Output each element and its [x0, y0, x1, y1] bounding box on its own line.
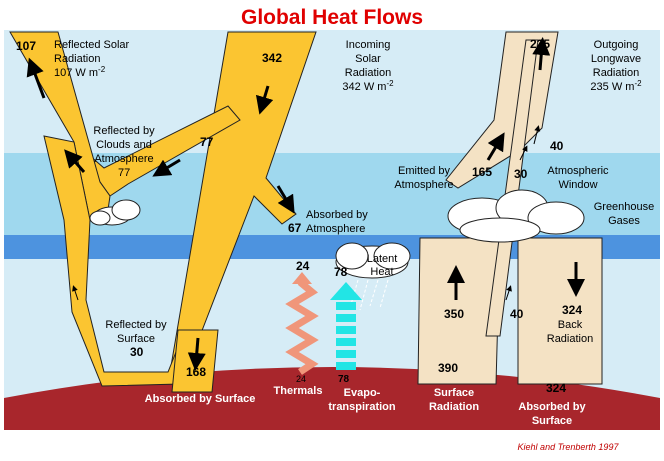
reflected-surface-band: [43, 135, 181, 387]
reflected-surface-label-line2: Surface: [117, 333, 155, 345]
value-342: 342: [262, 51, 282, 65]
cloud-latent-heat: [335, 242, 411, 279]
evapotranspiration-label-line1: Evapo-: [344, 387, 381, 399]
reflected-clouds-label-line3: Atmosphere: [94, 153, 153, 165]
back-radiation-band: [517, 237, 603, 385]
back-radiation-label-line1: Back: [558, 319, 583, 331]
thin-arrows: [72, 125, 541, 301]
arrow-reflected-clouds-b: [64, 149, 86, 173]
surface-radiation-label-line1: Surface: [434, 387, 474, 399]
outgoing-longwave-value-line: 235 W m-2: [590, 79, 642, 93]
reflected-surface-label-line1: Reflected by: [105, 319, 167, 331]
cloud-right: [447, 189, 585, 243]
credit-text: Kiehl and Trenberth 1997: [518, 442, 620, 452]
value-78-bottom: 78: [338, 374, 350, 385]
value-350: 350: [444, 307, 464, 321]
incoming-solar-label-line3: Radiation: [345, 67, 391, 79]
arrow-emitted-atmosphere: [486, 132, 505, 161]
value-77-band: 77: [200, 135, 214, 149]
surface-radiation-label-line2: Radiation: [429, 401, 479, 413]
arrow-reflected-solar: [26, 57, 46, 99]
flow-arrows: [26, 37, 585, 371]
absorbed-surface-right-label-line1: Absorbed by: [518, 401, 586, 413]
arrow-reflected-surface: [72, 285, 79, 301]
atmospheric-window-label-line2: Window: [558, 179, 597, 191]
back-radiation-label-line2: Radiation: [547, 333, 593, 345]
outgoing-longwave-label-line1: Outgoing: [594, 39, 639, 51]
latent-heat-label-line1: Latent: [367, 253, 398, 265]
emitted-atmosphere-label-line2: Atmosphere: [394, 179, 453, 191]
reflected-clouds-label-line2: Clouds and: [96, 139, 152, 151]
longwave-flows: [417, 31, 603, 385]
atmospheric-window-label-line1: Atmospheric: [547, 165, 609, 177]
value-165: 165: [472, 165, 492, 179]
arrow-incoming-solar: [255, 85, 274, 115]
arrow-window-lower: [505, 285, 512, 301]
thermals-arrowhead: [292, 272, 312, 284]
absorbed-atmosphere-label-line2: Atmosphere: [306, 223, 365, 235]
thermals-arrow: [285, 279, 319, 375]
evapotranspiration-arrow: [330, 282, 362, 370]
value-390: 390: [438, 361, 458, 375]
outgoing-longwave-label-line3: Radiation: [593, 67, 639, 79]
emitted-atmosphere-label-line1: Emitted by: [398, 165, 450, 177]
evapotranspiration-label-line2: transpiration: [328, 401, 396, 413]
value-324-surface: 324: [546, 381, 566, 395]
reflected-solar-label-line2: Radiation: [54, 53, 100, 65]
value-324-back: 324: [562, 303, 582, 317]
thermals-label: Thermals: [274, 385, 323, 397]
arrow-absorbed-atmosphere: [276, 185, 295, 214]
incoming-solar-value-line: 342 W m-2: [342, 79, 394, 93]
value-24-bottom: 24: [296, 374, 306, 384]
reflected-solar-label-line1: Reflected Solar: [54, 39, 130, 51]
reflected-solar-value-line: 107 W m-2: [54, 65, 106, 79]
incoming-solar-label-line1: Incoming: [346, 39, 391, 51]
value-77-label: 77: [118, 167, 130, 179]
solar-flows: [9, 31, 317, 393]
latent-heat-label-line2: Heat: [370, 266, 393, 278]
value-107: 107: [16, 39, 36, 53]
value-67: 67: [288, 221, 302, 235]
cloud-left: [89, 199, 141, 226]
page-title: Global Heat Flows: [241, 6, 423, 29]
arrow-window-30: [519, 145, 528, 161]
absorbed-surface-right-label-line2: Surface: [532, 415, 572, 427]
incoming-solar-label-line2: Solar: [355, 53, 381, 65]
value-168: 168: [186, 365, 206, 379]
arrow-absorbed-surface: [187, 337, 206, 371]
value-24-top: 24: [296, 259, 310, 273]
greenhouse-gases-label-line2: Gases: [608, 215, 640, 227]
greenhouse-gases-label-line1: Greenhouse: [594, 201, 655, 213]
value-30-surface: 30: [130, 345, 144, 359]
value-40-window: 40: [550, 139, 564, 153]
absorbed-surface-left-label: Absorbed by Surface: [145, 393, 256, 405]
value-78-top: 78: [334, 265, 348, 279]
value-40-surface: 40: [510, 307, 524, 321]
reflected-clouds-label-line1: Reflected by: [93, 125, 155, 137]
outgoing-longwave-label-line2: Longwave: [591, 53, 641, 65]
arrow-reflected-clouds-a: [152, 158, 181, 177]
value-235: 235: [530, 37, 550, 51]
arrow-window-upper: [533, 125, 541, 145]
value-30-window: 30: [514, 167, 528, 181]
arrow-outgoing-longwave: [532, 37, 551, 71]
absorbed-atmosphere-label-line1: Absorbed by: [306, 209, 368, 221]
rain-lines: [349, 279, 389, 311]
